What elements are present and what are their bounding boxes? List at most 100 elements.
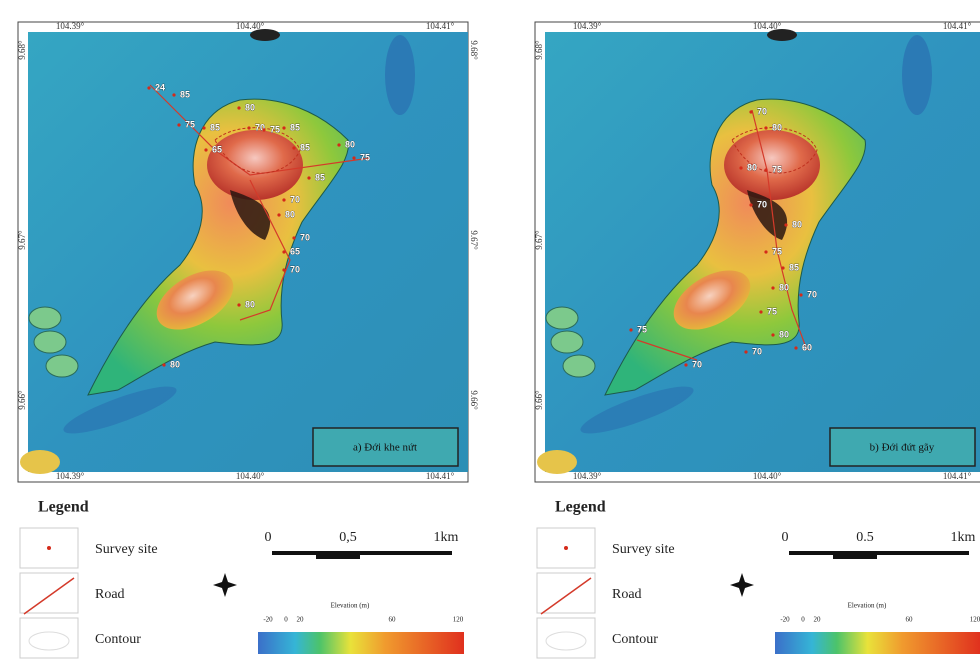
survey-site — [744, 350, 747, 353]
north-arrow — [213, 573, 237, 597]
y-coord-label: 9.68° — [534, 40, 544, 60]
legend-item: Survey site — [612, 542, 675, 557]
dip-label: 85 — [290, 122, 300, 132]
survey-site — [237, 303, 240, 306]
survey-site — [292, 236, 295, 239]
survey-site — [781, 266, 784, 269]
dip-label: 85 — [180, 89, 190, 99]
dip-label: 80 — [772, 122, 782, 132]
survey-site — [277, 213, 280, 216]
y-coord-label: 9.67° — [469, 230, 479, 250]
scale-bar — [316, 555, 360, 559]
survey-site — [749, 110, 752, 113]
dip-label: 70 — [757, 199, 767, 209]
legend-box — [537, 573, 595, 613]
survey-site — [282, 126, 285, 129]
survey-site — [177, 123, 180, 126]
x-coord-label: 104.40° — [753, 471, 782, 481]
legend-site — [564, 546, 568, 550]
panel-label: a) Đới khe nứt — [353, 442, 417, 454]
survey-site — [794, 346, 797, 349]
dip-label: 85 — [210, 122, 220, 132]
survey-site — [247, 126, 250, 129]
legend-box — [537, 618, 595, 658]
islet — [34, 331, 66, 353]
survey-site — [282, 250, 285, 253]
scale-label: 0,5 — [339, 530, 357, 545]
x-coord-label: 104.40° — [753, 21, 782, 31]
dip-label: 80 — [747, 162, 757, 172]
scale-bar — [789, 551, 969, 555]
survey-site — [262, 128, 265, 131]
islet — [546, 307, 578, 329]
scale-label: 0.5 — [856, 530, 874, 545]
x-coord-label: 104.39° — [573, 21, 602, 31]
survey-site — [764, 168, 767, 171]
legend-site — [47, 546, 51, 550]
survey-site — [684, 363, 687, 366]
islet — [29, 307, 61, 329]
panel-label: b) Đới đứt gãy — [870, 442, 935, 454]
elevation-tick: 20 — [297, 616, 305, 624]
dip-label: 75 — [270, 124, 280, 134]
survey-site — [172, 93, 175, 96]
elevation-tick: -20 — [780, 616, 790, 624]
survey-site — [771, 333, 774, 336]
dip-label: 80 — [245, 102, 255, 112]
survey-site — [202, 126, 205, 129]
x-coord-label: 104.39° — [56, 21, 85, 31]
page: {"panels": [ {"title": "a) Đới khe nứt",… — [0, 0, 980, 670]
x-coord-label: 104.39° — [56, 471, 85, 481]
survey-site — [759, 310, 762, 313]
x-coord-label: 104.41° — [943, 21, 972, 31]
dip-label: 65 — [212, 144, 222, 154]
survey-site — [771, 286, 774, 289]
legend-item: Road — [612, 587, 642, 602]
dip-label: 80 — [245, 299, 255, 309]
deep-sea — [902, 35, 932, 115]
elevation-tick: 120 — [453, 616, 464, 624]
dip-label: 70 — [300, 232, 310, 242]
dip-label: 75 — [637, 324, 647, 334]
elevation-tick: 120 — [970, 616, 980, 624]
dip-label: 75 — [772, 164, 782, 174]
elevation-tick: 60 — [389, 616, 397, 624]
elevation-tick: 0 — [284, 616, 288, 624]
elevation-colorbar — [258, 632, 464, 654]
elevation-tick: 60 — [906, 616, 914, 624]
y-coord-label: 9.67° — [17, 230, 27, 250]
dip-label: 70 — [290, 264, 300, 274]
islet — [563, 355, 595, 377]
survey-site — [147, 86, 150, 89]
survey-site — [764, 126, 767, 129]
deep-sea — [385, 35, 415, 115]
north-arrow — [730, 573, 754, 597]
survey-site — [784, 223, 787, 226]
islet — [20, 450, 60, 474]
survey-site — [337, 143, 340, 146]
dip-label: 75 — [185, 119, 195, 129]
y-coord-label: 9.66° — [17, 390, 27, 410]
x-coord-label: 104.40° — [236, 21, 265, 31]
dip-label: 85 — [789, 262, 799, 272]
dip-label: 70 — [757, 106, 767, 116]
islet — [537, 450, 577, 474]
dip-label: 65 — [290, 246, 300, 256]
map-panel: 70808075708075858070758060707570104.39°1… — [534, 21, 980, 658]
dip-label: 70 — [807, 289, 817, 299]
elevation-title: Elevation (m) — [331, 602, 370, 610]
legend-item: Contour — [612, 632, 658, 647]
dip-label: 60 — [802, 342, 812, 352]
figure: 2485758580657075858580758570807065708080… — [0, 0, 980, 670]
dip-label: 75 — [772, 246, 782, 256]
legend-title: Legend — [555, 499, 606, 516]
islet — [46, 355, 78, 377]
dip-label: 75 — [360, 152, 370, 162]
legend-item: Survey site — [95, 542, 158, 557]
legend-title: Legend — [38, 499, 89, 516]
survey-site — [764, 250, 767, 253]
survey-site — [162, 363, 165, 366]
scale-label: 1km — [434, 530, 459, 545]
y-coord-label: 9.68° — [469, 40, 479, 60]
survey-site — [799, 293, 802, 296]
